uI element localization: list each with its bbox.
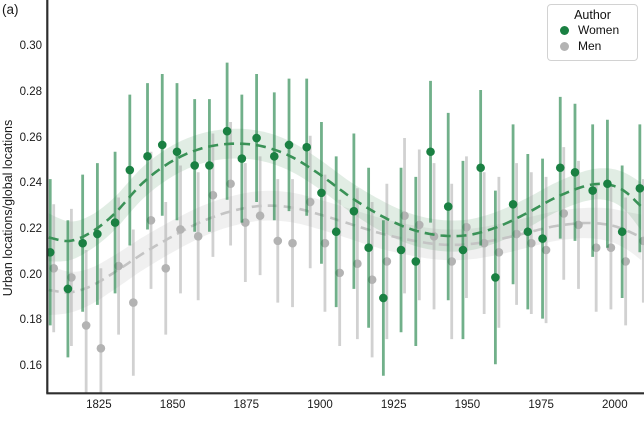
plot-area bbox=[47, 62, 644, 394]
women-point bbox=[508, 200, 518, 209]
women-point bbox=[411, 257, 421, 266]
y-tick-label: 0.18 bbox=[19, 314, 42, 327]
women-point bbox=[635, 184, 644, 193]
x-tick-label: 1900 bbox=[307, 399, 333, 411]
men-point bbox=[161, 263, 171, 273]
y-tick-label: 0.20 bbox=[19, 268, 42, 281]
women-series bbox=[47, 62, 644, 376]
women-point bbox=[78, 238, 87, 248]
men-point bbox=[255, 211, 265, 221]
women-point bbox=[538, 234, 547, 243]
women-point bbox=[588, 186, 597, 195]
women-point bbox=[143, 152, 152, 161]
women-point bbox=[426, 147, 435, 157]
women-point bbox=[93, 229, 102, 239]
women-point bbox=[349, 206, 359, 216]
y-tick-label: 0.30 bbox=[19, 40, 42, 53]
women-point bbox=[523, 227, 533, 237]
women-point bbox=[364, 243, 373, 253]
women-point bbox=[396, 245, 406, 255]
x-tick-label: 1925 bbox=[380, 399, 407, 411]
women-point bbox=[284, 140, 294, 150]
women-point bbox=[47, 247, 55, 257]
women-point bbox=[603, 179, 612, 189]
x-tick-label: 1875 bbox=[233, 399, 260, 411]
men-point bbox=[193, 231, 203, 241]
men-point bbox=[273, 236, 283, 246]
women-point bbox=[570, 168, 580, 177]
women-point bbox=[172, 147, 182, 157]
men-swatch-icon bbox=[560, 41, 569, 51]
women-point bbox=[190, 161, 199, 170]
men-trend-line bbox=[48, 204, 642, 294]
y-tick-label: 0.22 bbox=[19, 222, 42, 235]
women-point bbox=[302, 142, 312, 152]
x-tick-label: 1825 bbox=[86, 399, 112, 411]
panel-label: (a) bbox=[2, 2, 19, 17]
women-point bbox=[222, 126, 232, 136]
legend-item-label: Women bbox=[578, 23, 620, 37]
women-point bbox=[205, 161, 214, 170]
x-tick-label: 1950 bbox=[454, 399, 481, 411]
women-point bbox=[617, 227, 627, 237]
x-tick-label: 1850 bbox=[159, 399, 186, 411]
women-point bbox=[237, 154, 247, 163]
y-tick-label: 0.16 bbox=[19, 360, 42, 373]
legend: Author Women Men bbox=[547, 4, 638, 61]
y-tick-label: 0.24 bbox=[19, 177, 42, 190]
women-point bbox=[555, 163, 565, 173]
men-point bbox=[96, 343, 106, 353]
women-point bbox=[125, 165, 135, 175]
women-trend-line bbox=[48, 142, 643, 243]
x-tick-label: 2000 bbox=[602, 399, 628, 411]
legend-item-men: Men bbox=[560, 38, 637, 54]
women-point bbox=[379, 293, 388, 303]
legend-item-women: Women bbox=[560, 22, 637, 38]
women-point bbox=[63, 284, 73, 294]
men-point bbox=[81, 321, 91, 330]
men-point bbox=[129, 298, 138, 307]
women-point bbox=[157, 140, 167, 150]
men-point bbox=[288, 238, 297, 248]
women-point bbox=[491, 273, 500, 282]
legend-title: Author bbox=[574, 8, 611, 22]
women-point bbox=[331, 227, 341, 237]
women-point bbox=[458, 245, 468, 255]
x-tick-label: 1975 bbox=[528, 399, 554, 411]
women-point bbox=[476, 163, 485, 173]
men-point bbox=[176, 225, 185, 234]
legend-item-label: Men bbox=[578, 39, 602, 53]
women-point bbox=[317, 188, 326, 198]
women-point bbox=[252, 133, 261, 143]
y-tick-label: 0.26 bbox=[19, 131, 42, 144]
women-point bbox=[443, 202, 453, 211]
women-point bbox=[269, 152, 279, 161]
y-tick-label: 0.28 bbox=[19, 85, 42, 98]
men-series bbox=[48, 122, 644, 394]
women-point bbox=[110, 218, 120, 227]
women-swatch-icon bbox=[560, 25, 569, 35]
